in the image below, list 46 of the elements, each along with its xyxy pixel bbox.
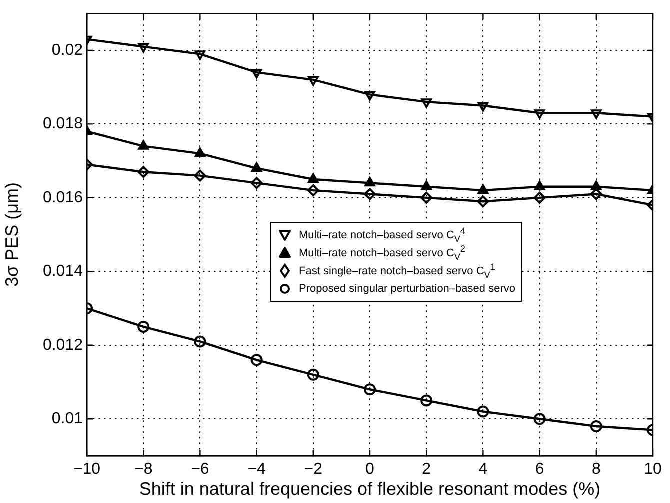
x-tick-label: 4 xyxy=(478,461,488,478)
point xyxy=(421,98,432,108)
y-tick-label: 0.012 xyxy=(42,336,84,354)
point xyxy=(364,91,376,101)
point xyxy=(251,69,262,79)
point xyxy=(478,102,489,112)
point xyxy=(420,394,433,407)
point xyxy=(477,196,490,208)
x-tick-label: 10 xyxy=(644,461,662,478)
x-tick-label: −10 xyxy=(73,461,101,478)
x-tick-label: −4 xyxy=(248,461,266,478)
point xyxy=(477,406,490,418)
x-tick-label: 2 xyxy=(422,461,432,478)
point xyxy=(307,368,320,381)
x-tick-label: −8 xyxy=(134,461,153,478)
point xyxy=(591,110,602,120)
point xyxy=(194,50,206,60)
legend-label: Proposed singular perturbation–based servo xyxy=(299,283,516,295)
point xyxy=(534,192,546,204)
point xyxy=(194,170,206,182)
y-axis-title: 3σ PES (μm) xyxy=(2,182,22,288)
point xyxy=(364,384,376,396)
point xyxy=(534,413,546,426)
point xyxy=(138,320,150,333)
point xyxy=(590,420,602,433)
x-tick-label: −6 xyxy=(191,461,210,478)
y-tick-label: 0.02 xyxy=(52,42,84,59)
point xyxy=(364,188,376,200)
point xyxy=(194,336,206,348)
point xyxy=(138,166,150,178)
x-tick-label: −2 xyxy=(304,461,323,478)
x-tick-label: 8 xyxy=(592,461,601,478)
point xyxy=(534,110,546,120)
y-tick-label: 0.016 xyxy=(42,189,84,206)
point xyxy=(250,177,263,190)
y-tick-label: 0.018 xyxy=(42,116,84,133)
x-axis-title: Shift in natural frequencies of flexible resonant modes (%) xyxy=(139,479,601,500)
x-tick-label: 6 xyxy=(535,461,544,478)
point xyxy=(308,76,319,86)
y-tick-label: 0.014 xyxy=(42,263,84,280)
x-tick-label: 0 xyxy=(366,461,375,478)
point xyxy=(420,192,433,204)
point xyxy=(138,43,149,53)
point xyxy=(307,184,320,197)
y-tick-label: 0.01 xyxy=(52,410,84,428)
point xyxy=(250,354,263,366)
